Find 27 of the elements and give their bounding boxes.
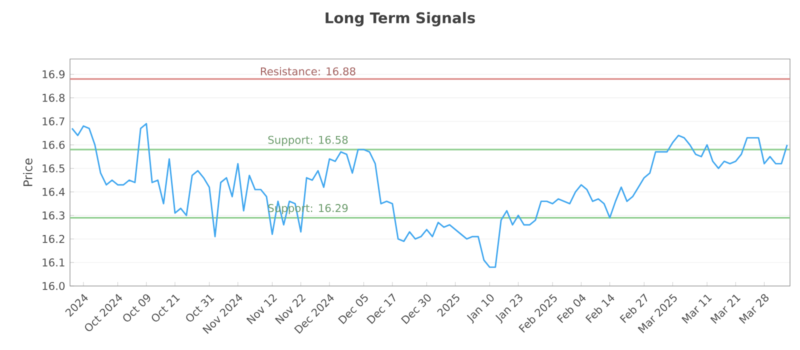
x-tick-label: Feb 27 xyxy=(620,294,648,324)
x-tick-label: Mar 11 xyxy=(682,294,712,324)
x-tick-label: Mar 28 xyxy=(738,294,769,324)
x-tick-label: Jan 23 xyxy=(495,294,522,324)
y-axis-title: Price xyxy=(23,158,32,186)
chart-title: Long Term Signals xyxy=(326,12,475,26)
x-tick-label: Feb 14 xyxy=(585,294,614,324)
x-tick-label: Dec 17 xyxy=(366,293,396,324)
y-tick-label: 16.3 xyxy=(42,211,64,220)
ref-line-label: Support: 16.58 xyxy=(268,136,348,146)
y-tick-label: 16.8 xyxy=(42,94,65,102)
ref-line-label: Resistance: 16.88 xyxy=(260,67,356,76)
x-tick-label: Dec 05 xyxy=(338,294,368,324)
y-tick-label: 16.1 xyxy=(42,258,64,267)
x-tick-label: Dec 30 xyxy=(400,294,431,324)
x-tick-label: Jan 10 xyxy=(466,294,494,324)
y-tick-label: 16.9 xyxy=(42,70,65,78)
y-tick-label: 16.5 xyxy=(42,164,64,172)
y-tick-label: 16.4 xyxy=(42,188,65,196)
y-tick-label: 16.7 xyxy=(42,117,64,126)
x-tick-label: Oct 09 xyxy=(123,294,150,322)
x-tick-label: Oct 31 xyxy=(186,294,214,322)
y-tick-label: 16.2 xyxy=(42,234,64,243)
y-tick-label: 16.6 xyxy=(42,140,65,149)
y-tick-label: 16.0 xyxy=(42,282,65,290)
x-tick-label: Feb 04 xyxy=(556,294,586,324)
x-tick-label: Oct 21 xyxy=(152,294,180,322)
